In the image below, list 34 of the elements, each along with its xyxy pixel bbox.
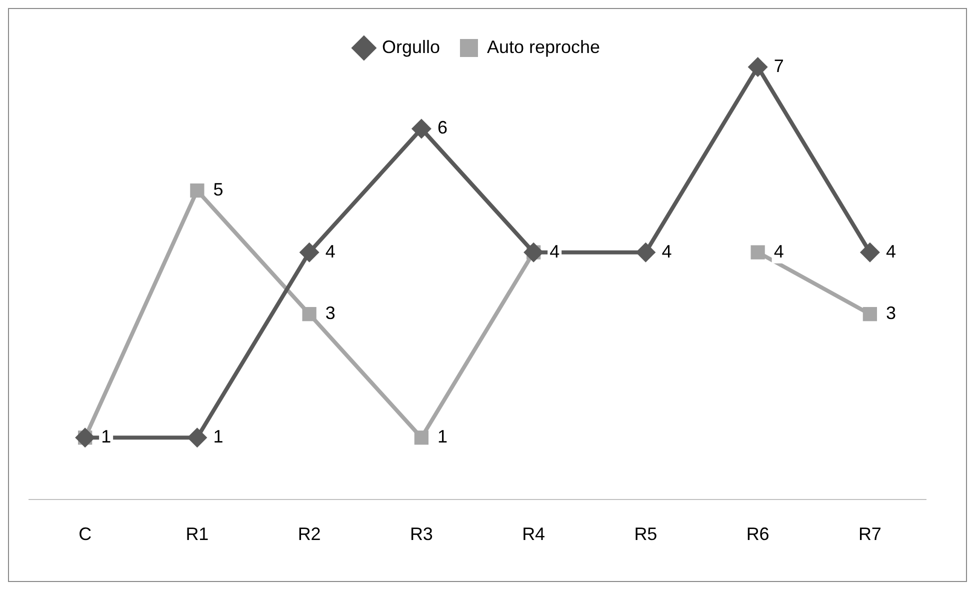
data-label: 4 [325,241,336,262]
legend-label: Auto reproche [486,36,600,57]
data-label: 4 [662,241,672,262]
data-label: 6 [437,118,448,138]
x-tick-label: R6 [746,524,770,544]
point [636,242,656,262]
data-label: 1 [437,426,448,447]
data-label: 5 [213,180,224,200]
x-tick-label: R4 [522,524,546,544]
point [190,183,204,198]
point [750,245,765,260]
data-label: 3 [886,303,896,324]
x-tick-label: R5 [634,524,658,544]
x-tick-label: R7 [858,524,882,544]
point [411,118,432,139]
point [187,428,208,448]
x-tick-label: R2 [298,524,321,544]
point [302,307,316,322]
point [748,57,768,77]
data-label: 1 [101,426,112,447]
data-label: 4 [550,241,560,262]
data-label: 4 [774,241,784,262]
x-tick-label: R1 [186,524,209,544]
data-label: 1 [213,426,224,447]
point [414,430,429,445]
x-tick-label: R3 [410,524,433,544]
point [860,242,880,262]
point [862,307,878,322]
data-label: 3 [325,303,336,324]
legend-label: Orgullo [382,36,440,57]
x-tick-label: C [78,524,92,544]
point [299,242,320,262]
data-label: 4 [886,241,896,262]
data-label: 7 [774,56,784,76]
